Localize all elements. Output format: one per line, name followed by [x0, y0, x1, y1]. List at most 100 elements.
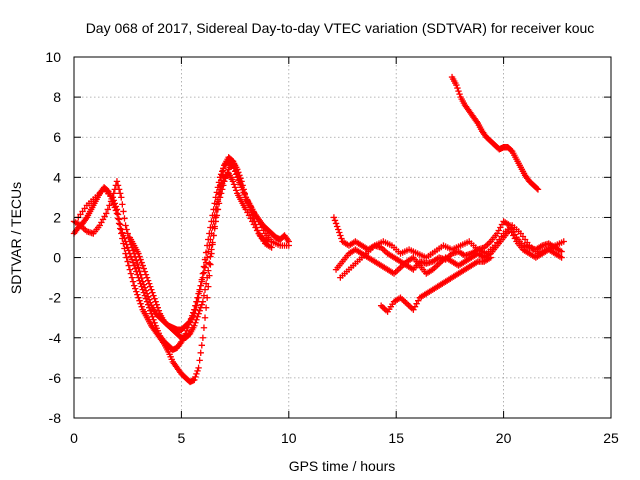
- data-point: [126, 250, 134, 257]
- data-points: [70, 73, 567, 386]
- data-point: [203, 254, 211, 261]
- data-point: [151, 295, 158, 302]
- data-point: [200, 324, 208, 331]
- data-point: [268, 244, 275, 251]
- data-point: [240, 186, 247, 193]
- data-point: [192, 373, 199, 381]
- data-point: [215, 200, 223, 207]
- data-point: [140, 289, 148, 296]
- data-point: [183, 327, 190, 334]
- data-point: [558, 254, 565, 261]
- data-point: [196, 307, 203, 314]
- data-point: [241, 190, 248, 197]
- data-point: [129, 259, 137, 266]
- data-point: [128, 274, 136, 281]
- data-point: [194, 313, 201, 320]
- data-point: [231, 184, 239, 191]
- data-point: [337, 232, 344, 239]
- data-point: [142, 295, 150, 302]
- data-point: [197, 282, 204, 289]
- data-point: [104, 206, 112, 213]
- data-point: [132, 265, 139, 272]
- data-point: [210, 232, 217, 239]
- data-point: [137, 256, 144, 263]
- data-point: [333, 223, 341, 230]
- data-point: [238, 178, 245, 185]
- data-point: [199, 298, 207, 305]
- data-point: [116, 221, 124, 228]
- data-point: [140, 265, 148, 272]
- data-point: [330, 214, 338, 221]
- data-point: [219, 186, 226, 193]
- data-point: [230, 181, 238, 188]
- x-axis-label: GPS time / hours: [289, 458, 396, 474]
- data-point: [192, 302, 199, 309]
- data-point: [137, 280, 144, 287]
- data-point: [147, 307, 154, 314]
- data-point: [533, 185, 541, 192]
- data-point: [187, 315, 195, 322]
- data-point: [123, 226, 130, 233]
- data-point: [188, 312, 196, 319]
- y-tick-label: 8: [53, 89, 61, 105]
- data-point: [558, 248, 565, 255]
- data-point: [195, 364, 202, 372]
- data-point: [202, 280, 210, 287]
- data-point: [120, 232, 127, 239]
- data-point: [207, 261, 214, 268]
- data-point: [123, 241, 130, 248]
- series-arc-8: [377, 254, 494, 315]
- data-point: [203, 294, 211, 301]
- data-point: [130, 262, 138, 269]
- data-point: [217, 171, 225, 178]
- data-point: [114, 211, 122, 218]
- y-tick-label: 10: [45, 49, 61, 65]
- data-point: [213, 212, 221, 219]
- data-point: [144, 277, 152, 284]
- data-point: [116, 190, 124, 197]
- data-point: [138, 303, 145, 310]
- data-point: [135, 274, 142, 281]
- data-point: [200, 269, 208, 276]
- data-point: [196, 286, 203, 293]
- data-point: [190, 309, 197, 316]
- data-point: [136, 253, 143, 260]
- x-tick-label: 15: [388, 430, 404, 446]
- data-point: [112, 203, 120, 210]
- data-point: [134, 271, 141, 278]
- data-point: [119, 229, 126, 236]
- data-point: [202, 304, 210, 311]
- data-point: [103, 210, 110, 217]
- data-point: [113, 178, 121, 185]
- data-point: [111, 200, 119, 207]
- data-point: [220, 182, 227, 189]
- data-point: [125, 247, 132, 254]
- data-point: [139, 262, 146, 269]
- data-point: [232, 187, 240, 194]
- data-point: [123, 254, 130, 261]
- data-point: [125, 262, 132, 269]
- data-point: [104, 187, 111, 194]
- data-point: [534, 186, 542, 193]
- data-point: [126, 266, 134, 273]
- data-point: [134, 260, 141, 268]
- grid: [73, 56, 612, 419]
- data-point: [208, 246, 215, 253]
- data-point: [114, 182, 122, 189]
- data-point: [198, 278, 206, 285]
- data-point: [211, 225, 218, 232]
- data-point: [132, 285, 139, 292]
- data-point: [124, 230, 131, 237]
- data-point: [118, 194, 125, 201]
- y-axis-label: SDTVAR / TECUs: [8, 182, 24, 294]
- data-point: [197, 349, 204, 357]
- data-point: [120, 208, 127, 215]
- data-point: [203, 274, 211, 281]
- data-point: [128, 256, 136, 263]
- data-point: [138, 259, 145, 266]
- data-point: [336, 229, 343, 236]
- data-point: [133, 268, 140, 275]
- data-point: [209, 239, 216, 246]
- data-point: [205, 248, 212, 255]
- data-point: [186, 318, 194, 325]
